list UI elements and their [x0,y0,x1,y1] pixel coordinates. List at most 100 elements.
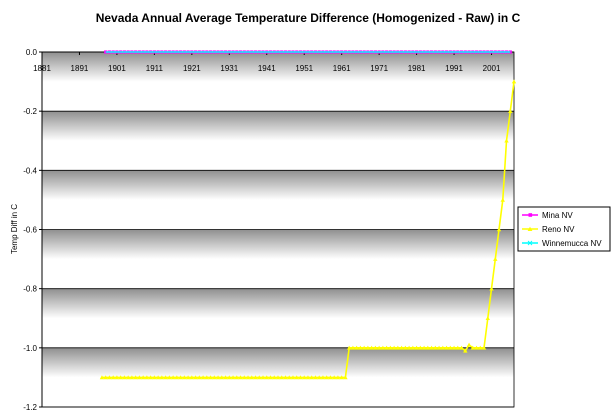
data-point [197,375,202,380]
data-point [324,375,329,380]
data-point [448,345,453,350]
data-point [414,345,419,350]
data-point [373,345,378,350]
data-point [459,345,464,350]
y-tick-label: -0.4 [23,166,37,175]
data-point [253,375,258,380]
data-point [268,375,273,380]
data-point [174,375,180,380]
data-point [361,345,367,350]
data-point [152,375,157,380]
data-point [133,375,138,380]
plot-band [42,170,514,230]
x-tick-label: 1901 [108,64,126,73]
data-point [455,345,461,350]
data-point [212,375,217,380]
x-tick-label: 1981 [408,64,426,73]
data-point [388,345,393,350]
data-point [122,375,127,380]
data-point [260,375,266,380]
data-point [298,375,303,380]
y-tick-label: -0.2 [23,107,37,116]
x-tick-label: 1961 [333,64,351,73]
legend-marker [527,240,533,246]
data-point [328,375,333,380]
data-point [290,375,296,380]
legend-label: Winnemucca NV [542,239,602,248]
data-point [170,375,176,380]
y-tick-label: -1.0 [23,344,37,353]
data-point [125,375,131,380]
data-point [463,348,468,353]
data-point [140,375,146,380]
data-point [346,345,352,350]
data-point [159,375,165,380]
x-tick-label: 1931 [220,64,238,73]
y-tick-label: -0.6 [23,226,37,235]
data-point [178,375,183,380]
data-point [485,316,490,321]
x-tick-label: 2001 [483,64,501,73]
data-point [305,375,311,380]
data-point [129,375,135,380]
data-point [436,345,442,350]
data-point [466,342,472,347]
data-point [155,375,161,380]
x-tick-label: 1991 [445,64,463,73]
data-point [410,345,416,350]
data-point [369,345,374,350]
x-tick-label: 1891 [71,64,89,73]
data-point [148,375,153,380]
x-tick-label: 1921 [183,64,201,73]
x-tick-label: 1881 [33,64,51,73]
data-point [193,375,198,380]
x-tick-label: 1911 [146,64,164,73]
data-point [167,375,172,380]
data-point [451,345,457,350]
data-point [391,345,397,350]
y-axis-title: Temp Diff in C [10,204,19,254]
data-point [230,375,236,380]
data-point [208,375,213,380]
data-point [511,79,517,84]
data-point [223,375,228,380]
data-point [227,375,232,380]
legend-marker [528,213,533,217]
data-point [478,345,483,350]
y-tick-label: 0.0 [26,48,38,57]
data-point [474,345,479,350]
data-point [309,375,314,380]
data-point [508,108,513,113]
data-point [406,345,412,350]
data-point [504,138,509,143]
plot-band [42,52,514,112]
data-point [110,375,116,380]
x-tick-label: 1971 [370,64,388,73]
data-point [399,345,404,350]
legend-label: Reno NV [542,225,575,234]
data-point [287,375,292,380]
data-point [395,345,401,350]
data-point [118,375,123,380]
data-point [376,345,382,350]
data-point [264,375,269,380]
data-point [335,375,341,380]
data-point [219,375,225,380]
x-tick-label: 1951 [295,64,313,73]
data-point [496,227,502,232]
data-point [272,375,277,380]
data-point [279,375,284,380]
plot-band [42,288,514,348]
data-point [354,345,359,350]
data-point [200,375,206,380]
data-point [384,345,389,350]
data-point [331,375,337,380]
data-point [245,375,251,380]
plot-band [42,229,514,289]
data-point [320,375,326,380]
x-tick-label: 1941 [258,64,276,73]
y-tick-label: -0.8 [23,285,37,294]
data-point [144,375,150,380]
data-point [137,375,142,380]
